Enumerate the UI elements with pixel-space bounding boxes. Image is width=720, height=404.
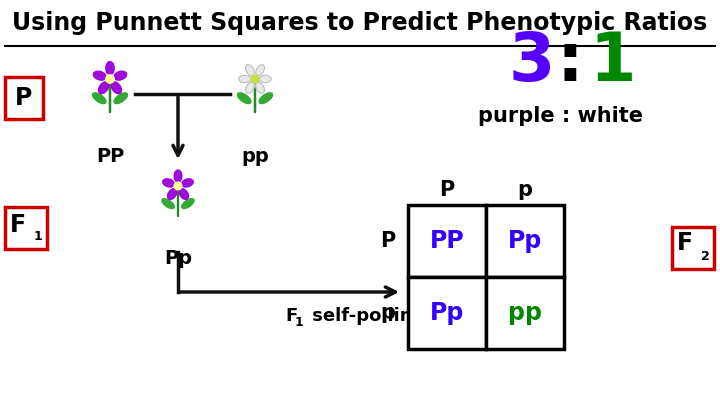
Ellipse shape [114, 71, 127, 80]
Text: p: p [518, 180, 533, 200]
Ellipse shape [256, 65, 264, 76]
Text: pp: pp [241, 147, 269, 166]
Ellipse shape [179, 189, 189, 200]
Text: F: F [10, 213, 26, 237]
Text: purple : white: purple : white [477, 106, 642, 126]
Text: Pp: Pp [164, 249, 192, 268]
Ellipse shape [181, 199, 194, 208]
Text: P: P [15, 86, 32, 110]
Ellipse shape [162, 199, 174, 208]
Text: PP: PP [96, 147, 124, 166]
Circle shape [251, 75, 259, 83]
Text: 1: 1 [34, 231, 42, 244]
Bar [486, 205, 564, 277]
Ellipse shape [94, 71, 106, 80]
Bar [5, 207, 47, 249]
Text: self-pollinates: self-pollinates [306, 307, 456, 325]
Text: F: F [677, 231, 693, 255]
Ellipse shape [163, 179, 174, 187]
Ellipse shape [106, 61, 114, 75]
Text: pp: pp [508, 301, 542, 325]
Circle shape [106, 75, 114, 83]
Ellipse shape [259, 93, 272, 103]
Ellipse shape [246, 65, 254, 76]
Text: PP: PP [430, 229, 464, 253]
Ellipse shape [239, 76, 251, 82]
Ellipse shape [259, 76, 271, 82]
Ellipse shape [168, 189, 177, 200]
Text: Using Punnett Squares to Predict Phenotypic Ratios: Using Punnett Squares to Predict Phenoty… [12, 11, 708, 35]
Ellipse shape [238, 93, 251, 103]
Bar [5, 77, 43, 119]
Text: 2: 2 [701, 250, 709, 263]
Text: p: p [380, 303, 395, 323]
Text: 3: 3 [509, 29, 555, 95]
Ellipse shape [246, 82, 254, 93]
Ellipse shape [174, 170, 182, 182]
Bar [408, 277, 486, 349]
Text: 1: 1 [589, 29, 636, 95]
Ellipse shape [111, 82, 122, 94]
Text: 1: 1 [294, 316, 303, 328]
Ellipse shape [92, 93, 106, 103]
Bar [486, 277, 564, 349]
Text: P: P [439, 180, 454, 200]
Ellipse shape [256, 82, 264, 93]
Text: Pp: Pp [508, 229, 542, 253]
Ellipse shape [114, 93, 127, 103]
Bar [408, 205, 486, 277]
Text: F: F [285, 307, 297, 325]
Text: Pp: Pp [430, 301, 464, 325]
Bar [672, 227, 714, 269]
Text: P: P [380, 231, 395, 251]
Circle shape [174, 182, 182, 190]
Text: :: : [557, 29, 584, 95]
Ellipse shape [99, 82, 109, 94]
Ellipse shape [181, 179, 193, 187]
